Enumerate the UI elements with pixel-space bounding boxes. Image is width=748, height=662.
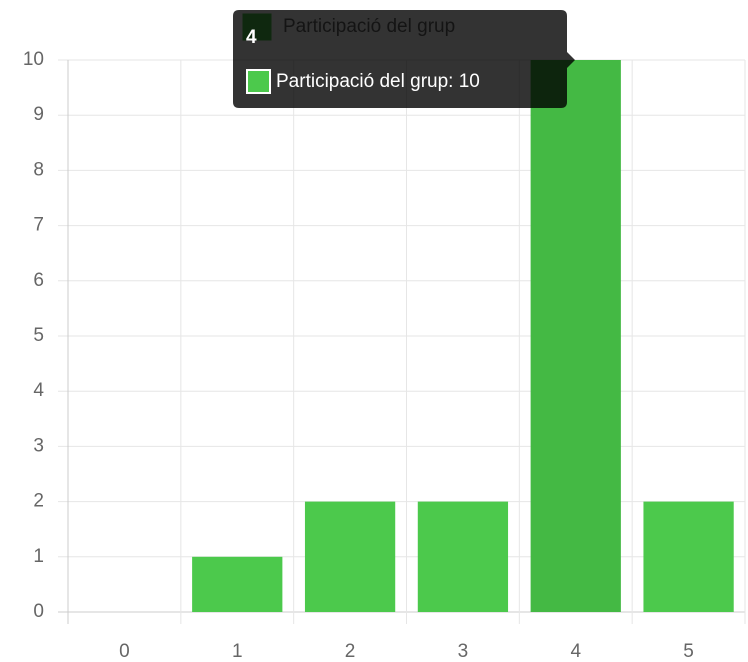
bar (530, 60, 621, 612)
tooltip: 4 Participació del grup: 10 (233, 10, 575, 108)
y-tick-label: 7 (33, 215, 44, 236)
y-tick-label: 9 (33, 104, 44, 125)
x-tick-label: 4 (570, 641, 581, 662)
y-tick-label: 6 (33, 270, 44, 291)
bar (417, 501, 509, 612)
tooltip-swatch (246, 69, 271, 94)
tooltip-box (233, 10, 575, 108)
bar (643, 501, 734, 612)
y-tick-label: 8 (33, 159, 44, 180)
y-tick-label: 1 (33, 546, 44, 567)
tooltip-title: 4 (246, 27, 257, 48)
y-tick-label: 5 (33, 325, 44, 346)
y-tick-label: 2 (33, 491, 44, 512)
x-tick-label: 0 (119, 641, 130, 662)
y-tick-label: 4 (33, 380, 44, 401)
bar (304, 501, 396, 612)
x-tick-label: 2 (345, 641, 356, 662)
y-tick-label: 3 (33, 435, 44, 456)
x-tick-label: 5 (683, 641, 694, 662)
x-tick-label: 1 (232, 641, 243, 662)
x-tick-label: 3 (458, 641, 469, 662)
y-tick-label: 0 (33, 601, 44, 622)
bar (192, 556, 283, 612)
tooltip-label: Participació del grup: 10 (276, 71, 480, 92)
y-tick-label: 10 (23, 49, 44, 70)
